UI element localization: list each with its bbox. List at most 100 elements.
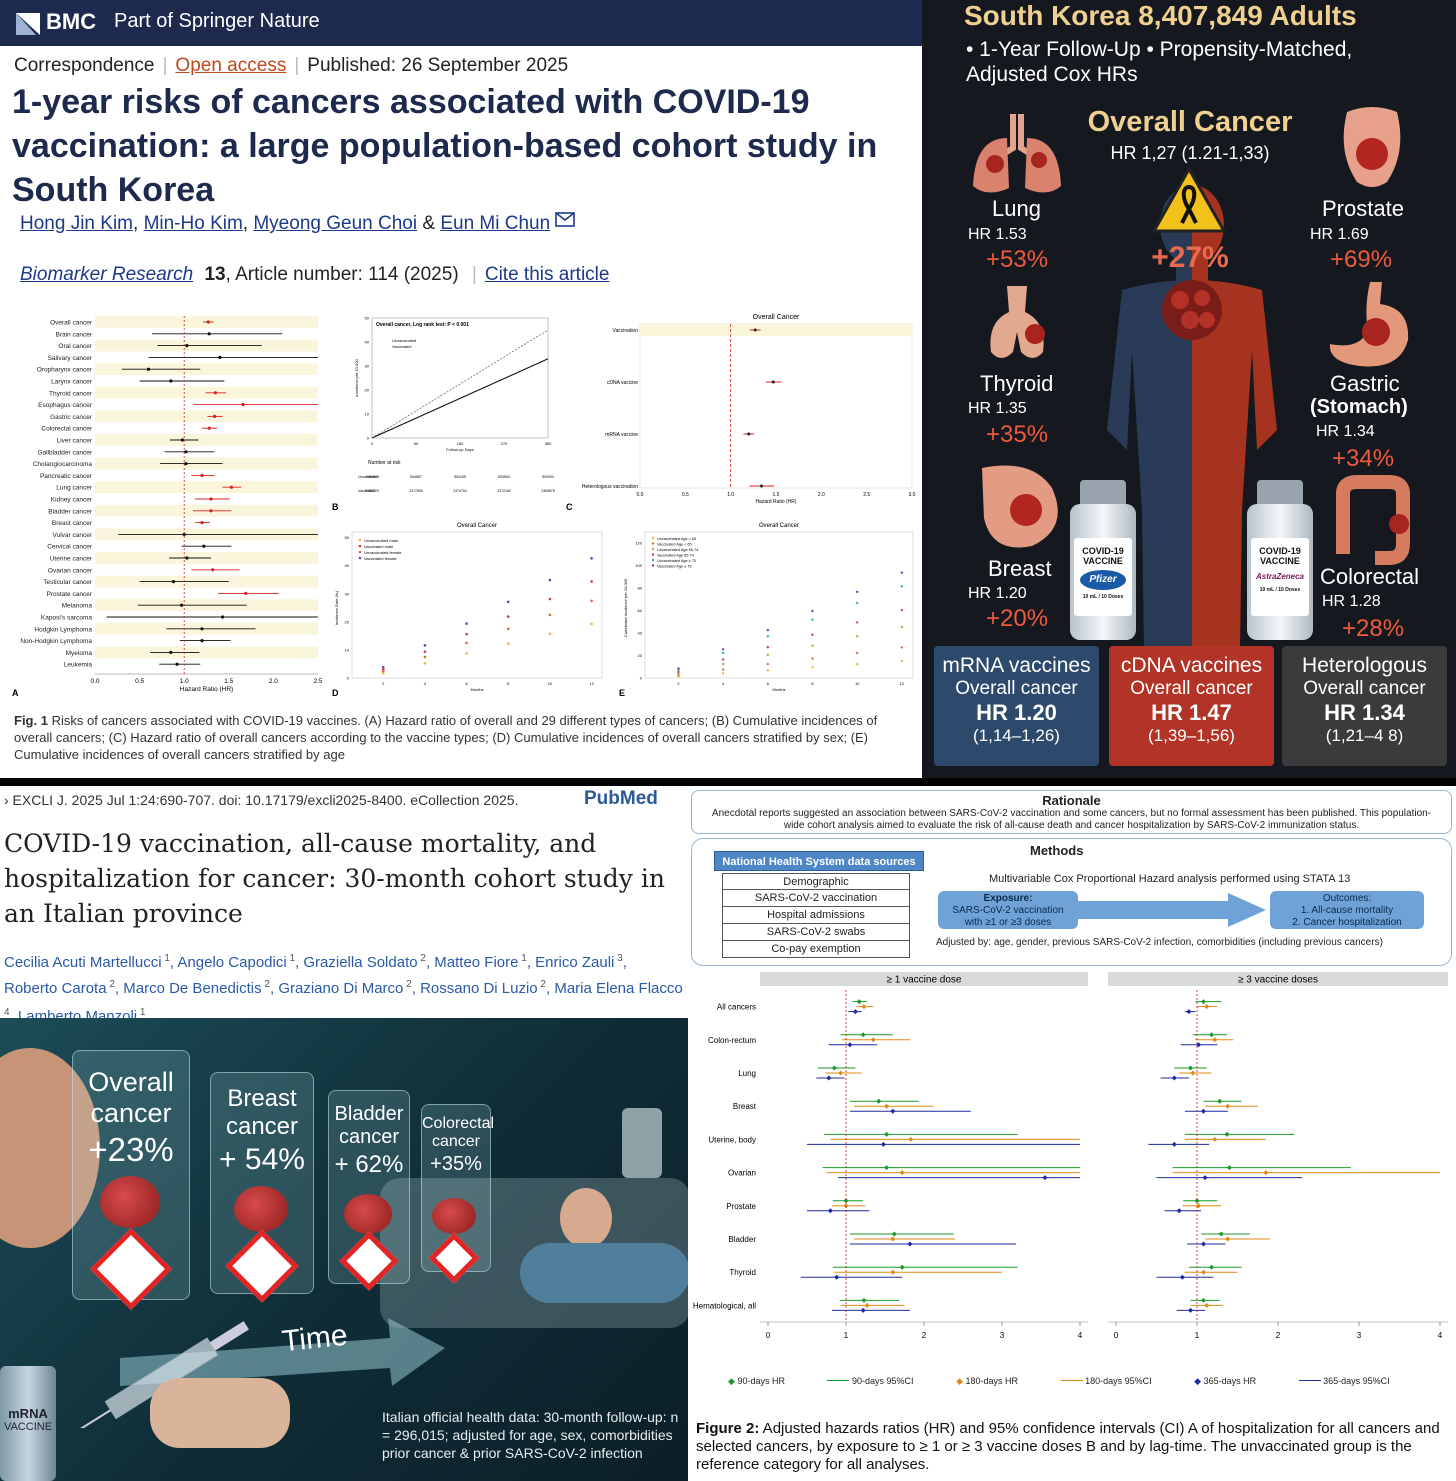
plot-frame xyxy=(639,323,913,489)
x-tick-label: 0.0 xyxy=(90,678,99,685)
tumor-icon xyxy=(234,1186,288,1232)
hr-point xyxy=(220,615,225,619)
author-link[interactable]: Hong Jin Kim xyxy=(20,213,133,234)
x-tick-label: 2.5 xyxy=(863,492,870,498)
category-label: Lung xyxy=(738,1069,756,1078)
author-link[interactable]: Maria Elena Flacco xyxy=(554,980,683,997)
legend-item: Vaccinated Age ≥ 75 xyxy=(657,565,692,569)
panel-letter: E xyxy=(619,688,625,698)
category-label: Kidney cancer xyxy=(51,497,93,504)
outcomes-box: Outcomes: 1. All-cause mortality 2. Cancer… xyxy=(1270,891,1424,929)
breast-hr: HR 1.20 xyxy=(968,585,1027,602)
author-link[interactable]: Rossano Di Luzio xyxy=(420,980,538,997)
x-tick-label: 3.0 xyxy=(909,492,916,498)
breast-pct: +20% xyxy=(986,605,1049,632)
hr-point xyxy=(200,627,204,631)
author-link[interactable]: Cecilia Acuti Martellucci xyxy=(4,954,162,971)
author-link[interactable]: Graziella Soldato xyxy=(303,954,418,971)
risk-cell: 2377655 xyxy=(409,489,423,493)
hr-point xyxy=(185,344,189,348)
data-point xyxy=(900,571,904,574)
hr-point xyxy=(1212,1037,1218,1043)
author-link[interactable]: Angelo Capodici xyxy=(177,954,287,971)
hr-point xyxy=(146,367,151,371)
affiliation-number: 1 xyxy=(137,1007,146,1018)
author-link[interactable]: Graziano Di Marco xyxy=(278,980,404,997)
category-label: Gallbladder cancer xyxy=(37,449,92,456)
category-label: All cancers xyxy=(717,1003,756,1012)
astrazeneca-brand: AstraZeneca xyxy=(1255,572,1305,581)
colorectal-label: Colorectal xyxy=(1320,564,1420,589)
affiliation-number: 3 xyxy=(614,953,623,964)
data-point xyxy=(423,644,427,647)
author-list: Hong Jin Kim, Min-Ho Kim, Myeong Geun Ch… xyxy=(20,212,576,235)
bmc-brand: BMC xyxy=(46,9,97,34)
hr-point xyxy=(175,662,179,666)
journal-link[interactable]: Biomarker Research xyxy=(20,264,194,285)
plot-frame xyxy=(351,531,603,679)
author-link[interactable]: Marco De Benedictis xyxy=(123,980,262,997)
forest-plot-a: Overall cancer Brain cancer Oral cancer Sal… xyxy=(12,316,323,698)
vial-1-line2: VACCINE xyxy=(1083,556,1123,566)
hr-point xyxy=(864,1302,870,1308)
author-link[interactable]: Min-Ho Kim xyxy=(143,213,243,234)
author-link[interactable]: Myeong Geun Choi xyxy=(253,213,418,234)
hr-point xyxy=(1179,1274,1185,1280)
data-point xyxy=(590,580,593,583)
data-point xyxy=(465,652,468,655)
data-point xyxy=(381,669,385,673)
data-point xyxy=(811,633,814,636)
data-point xyxy=(811,665,814,669)
prostate-hr: HR 1.69 xyxy=(1310,226,1369,243)
hr-point xyxy=(753,328,757,332)
hr-point xyxy=(1225,1236,1231,1242)
korea-subtitle-1: • 1-Year Follow-Up • Propensity-Matched, xyxy=(966,38,1353,61)
italy-article-title: COVID-19 vaccination, all-cause mortalit… xyxy=(4,829,665,928)
category-label: Bladder xyxy=(728,1235,756,1244)
data-point xyxy=(677,670,680,674)
x-tick-label: 4 xyxy=(424,681,427,686)
x-tick-label: 270 xyxy=(501,441,508,446)
hr-point xyxy=(826,1075,832,1081)
category-label: Overall cancer xyxy=(50,320,93,327)
author-link[interactable]: Roberto Carota xyxy=(4,980,107,997)
figure-2-panel: Rationale Anecdotal reports suggested an… xyxy=(688,786,1456,1481)
x-tick-label: 1.5 xyxy=(224,678,233,685)
gastric-pct: +34% xyxy=(1332,445,1395,472)
x-tick-label: 1 xyxy=(1195,1331,1200,1340)
hr-point xyxy=(899,1264,905,1270)
stomach-icon xyxy=(1329,282,1409,367)
cite-link[interactable]: Cite this article xyxy=(484,264,610,285)
author-link[interactable]: Enrico Zauli xyxy=(535,954,615,971)
author-link[interactable]: Matteo Fiore xyxy=(434,954,519,971)
data-point xyxy=(811,609,814,613)
x-axis-label: Months xyxy=(772,687,785,692)
hr-point xyxy=(1042,1175,1048,1181)
italy-data-note: Italian official health data: 30-month f… xyxy=(382,1409,679,1461)
ampersand: & xyxy=(422,213,436,234)
open-access-link[interactable]: Open access xyxy=(175,55,287,76)
hr-point xyxy=(838,1070,844,1076)
category-label: Prostate cancer xyxy=(46,591,92,598)
category-label: Colorectal cancer xyxy=(41,426,92,433)
x-tick-label: 0 xyxy=(766,1331,771,1340)
y-tick-label: 0 xyxy=(367,436,370,441)
hr-point xyxy=(1190,1070,1196,1076)
data-point xyxy=(423,650,427,653)
vial-2-line1: COVID-19 xyxy=(1259,546,1301,556)
author-link[interactable]: Eun Mi Chun xyxy=(440,213,551,234)
hr-point xyxy=(184,462,188,466)
hr-point xyxy=(1209,1032,1215,1038)
y-tick-label: 20 xyxy=(638,653,643,658)
pfizer-vial: COVID-19 VACCINE Pfizer 10 mL / 10 Doses xyxy=(1070,480,1136,640)
data-point xyxy=(855,621,859,624)
korea-subtitle-2: Adjusted Cox HRs xyxy=(966,63,1138,86)
citation-reference[interactable]: › EXCLI J. 2025 Jul 1:24:690-707. doi: 1… xyxy=(4,792,519,808)
data-point xyxy=(423,655,427,659)
data-point xyxy=(677,667,680,670)
hr-point xyxy=(1209,1264,1215,1270)
x-tick-label: 360 xyxy=(545,441,552,446)
email-icon[interactable] xyxy=(555,212,576,227)
hr-point xyxy=(1196,1203,1202,1209)
overall-cancer-label: Overall Cancer xyxy=(1087,106,1293,138)
